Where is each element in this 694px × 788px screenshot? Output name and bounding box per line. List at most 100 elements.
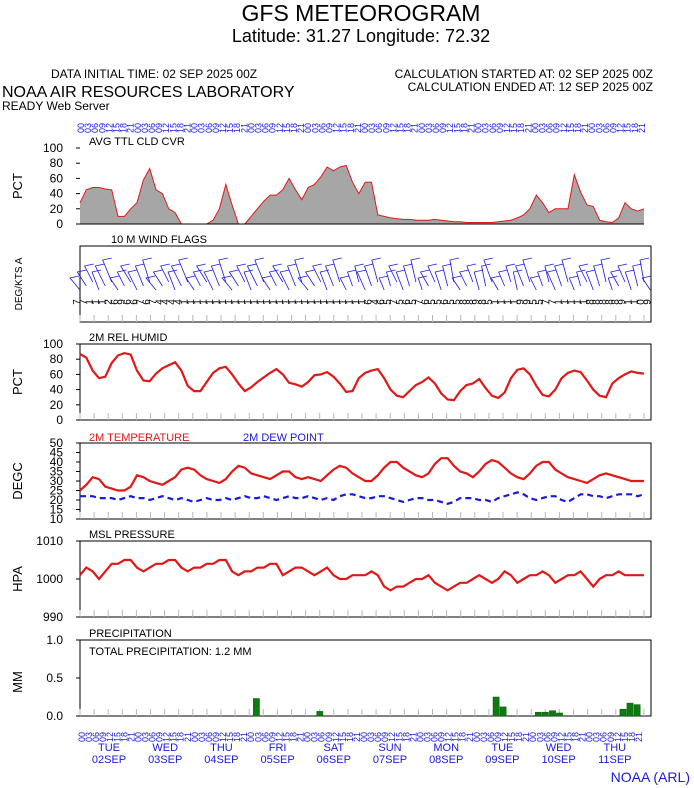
wind-speed-label: 1 — [97, 299, 108, 305]
wind-y-label: DEG/KTS A — [14, 257, 25, 310]
top-hour-label: 21 — [353, 123, 363, 133]
rh-y-tick: 60 — [50, 367, 64, 381]
wind-speed-label: 8 — [459, 299, 470, 305]
cloud-area — [80, 165, 644, 224]
wind-barb — [339, 275, 350, 291]
temp-y-tick: 15 — [50, 503, 64, 517]
top-hour-label: 18 — [175, 123, 185, 133]
wind-speed-label: 1 — [357, 299, 368, 305]
wind-speed-label: 1 — [192, 299, 203, 305]
wind-barb — [498, 269, 508, 287]
bottom-hour-label: 18 — [345, 732, 355, 742]
top-hour-label: 15 — [112, 123, 122, 133]
precip-bar — [316, 711, 324, 717]
top-hour-label: 09 — [381, 123, 391, 133]
wind-barb — [76, 269, 87, 287]
bottom-hour-label: 15 — [338, 732, 348, 742]
wind-speed-label: 2 — [104, 299, 115, 305]
temp-y-tick: 30 — [50, 474, 64, 488]
cloud-line — [79, 164, 645, 225]
wind-speed-label: 9 — [522, 299, 533, 305]
wind-barb — [236, 263, 246, 283]
rh-y-tick: 20 — [50, 398, 64, 412]
wind-speed-label: 6 — [376, 299, 387, 305]
wind-barb — [515, 263, 525, 287]
bottom-hour-label: 18 — [176, 732, 186, 742]
temp-y-tick: 40 — [50, 455, 64, 469]
wind-speed-label: 6 — [402, 299, 413, 305]
top-hour-label: 12 — [559, 123, 569, 133]
top-hour-label: 12 — [104, 123, 114, 133]
wind-barb — [69, 275, 81, 291]
wind-barb — [332, 257, 342, 283]
wind-barb — [324, 263, 335, 287]
top-hour-label: 18 — [573, 123, 583, 133]
wind-speed-label: 5 — [484, 299, 495, 305]
cloud-y-tick: 60 — [50, 171, 64, 185]
top-hour-label: 21 — [467, 123, 477, 133]
wind-speed-label: 6 — [129, 299, 140, 305]
precip-bar — [619, 708, 627, 717]
wind-barb — [522, 257, 532, 283]
chart-title: GFS METEOROGRAM — [242, 0, 481, 26]
wind-speed-label: 7 — [389, 299, 400, 305]
bottom-hour-label: 21 — [296, 732, 306, 742]
bottom-hour-label: 03 — [84, 732, 94, 742]
wind-barb — [466, 263, 476, 283]
day-date: 02SEP — [92, 754, 126, 766]
wind-barb — [294, 257, 304, 283]
wind-barb — [94, 263, 106, 287]
wind-speed-label: 1 — [623, 299, 634, 305]
wind-barb — [593, 263, 603, 287]
top-hour-label: 09 — [154, 123, 164, 133]
bottom-hour-label: 12 — [331, 732, 341, 742]
top-hour-label: 21 — [523, 123, 533, 133]
wind-barb — [578, 263, 589, 283]
top-hour-label: 00 — [246, 123, 256, 133]
wind-barb — [363, 263, 374, 287]
precip-y-tick: 0.0 — [46, 709, 63, 723]
precip-bar — [492, 696, 500, 717]
cloud-y-tick: 0 — [56, 217, 63, 231]
day-of-week: WED — [152, 742, 178, 754]
top-hour-label: 18 — [346, 123, 356, 133]
bottom-hour-label: 21 — [465, 732, 475, 742]
wind-barb — [449, 257, 459, 283]
precip-bar — [633, 704, 641, 717]
wind-speed-label: 1 — [249, 299, 260, 305]
temp-y-label: DEGC — [10, 462, 25, 500]
wind-barb — [142, 257, 152, 283]
precip-bar — [535, 711, 542, 717]
rh-frame — [79, 343, 652, 421]
top-hour-label: 15 — [623, 123, 633, 133]
day-of-week: FRI — [269, 742, 287, 754]
wind-speed-label: 1 — [281, 299, 292, 305]
top-hour-label: 15 — [509, 123, 519, 133]
precip-bar — [549, 710, 556, 717]
precip-total: TOTAL PRECIPITATION: 1.2 MM — [89, 646, 252, 658]
precip-bar — [542, 711, 549, 717]
wind-speed-label: 5 — [427, 299, 438, 305]
top-hour-label: 12 — [388, 123, 398, 133]
wind-speed-label: 6 — [142, 299, 153, 305]
bottom-hour-label: 21 — [126, 732, 136, 742]
bottom-hour-label: 09 — [155, 732, 165, 742]
wind-speed-label: 8 — [585, 299, 596, 305]
wind-speed-label: 1 — [262, 299, 273, 305]
wind-speed-label: 1 — [503, 299, 514, 305]
top-hour-label: 12 — [445, 123, 455, 133]
wind-speed-label: 6 — [123, 299, 134, 305]
bottom-hour-label: 09 — [380, 732, 390, 742]
top-hour-label: 12 — [275, 123, 285, 133]
bottom-hour-label: 12 — [105, 732, 115, 742]
cloud-y-label: PCT — [10, 173, 25, 199]
day-date: 04SEP — [204, 754, 238, 766]
temp-x-ticks — [79, 512, 645, 519]
top-hour-label: 03 — [538, 123, 548, 133]
top-hour-label: 12 — [161, 123, 171, 133]
day-date: 09SEP — [485, 754, 519, 766]
rh-y-tick: 0 — [56, 413, 63, 427]
bottom-hour-label: 18 — [627, 732, 637, 742]
wind-speed-label: 1 — [630, 299, 641, 305]
wind-speed-label: 7 — [135, 299, 146, 305]
